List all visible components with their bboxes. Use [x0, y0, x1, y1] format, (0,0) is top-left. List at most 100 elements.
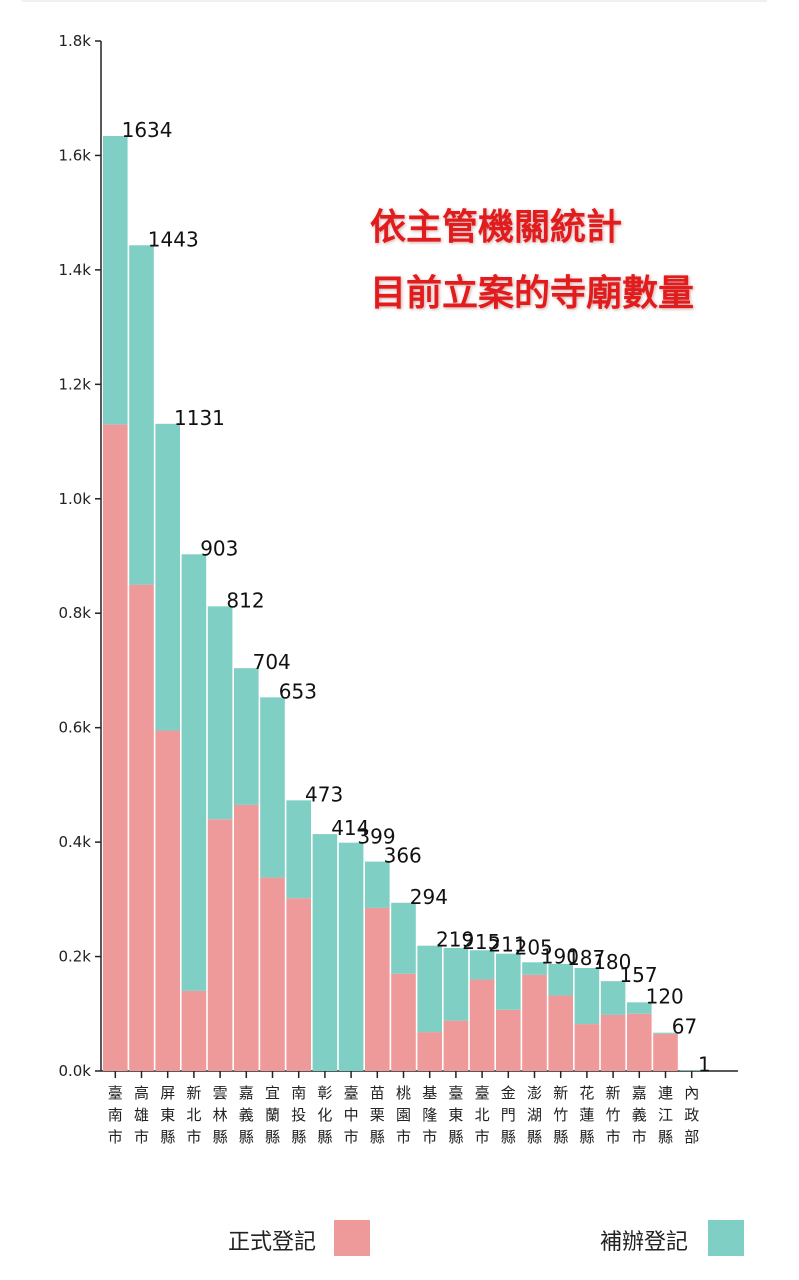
- x-category-label: 屏東縣: [160, 1084, 175, 1146]
- bar-total-label: 294: [410, 885, 448, 909]
- bar-segment-supplementary: [260, 697, 285, 878]
- bar-segment-supplementary: [103, 135, 128, 425]
- bar-segment-supplementary: [155, 423, 180, 731]
- top-divider: [22, 0, 767, 2]
- bar-segment-supplementary: [417, 945, 442, 1033]
- y-tick-label: 1.6k: [58, 146, 91, 164]
- y-tick-label: 1.0k: [58, 490, 91, 508]
- x-category-label: 澎湖縣: [527, 1084, 542, 1146]
- bar-segment-supplementary: [234, 668, 259, 805]
- bar-total-label: 1131: [174, 406, 225, 430]
- bar-segment-supplementary: [338, 842, 364, 1071]
- bar-segment-formal: [181, 990, 207, 1071]
- x-category-label: 基隆市: [422, 1084, 437, 1146]
- y-tick-label: 0.2k: [58, 948, 91, 966]
- x-category-label: 新竹市: [606, 1084, 621, 1146]
- x-category-label: 臺中市: [344, 1084, 359, 1146]
- bar-total-label: 187: [567, 946, 605, 970]
- y-tick-label: 0.8k: [58, 604, 91, 622]
- bar-total-label: 366: [384, 844, 422, 868]
- bar-segment-supplementary: [600, 981, 626, 1015]
- bar-total-label: 215: [462, 930, 500, 954]
- y-tick-label: 1.8k: [58, 32, 91, 50]
- bar-total-label: 704: [253, 650, 291, 674]
- bar-total-label: 473: [305, 782, 343, 806]
- x-category-label: 臺東縣: [448, 1084, 463, 1146]
- bar-segment-formal: [286, 898, 311, 1071]
- bar-segment-formal: [234, 804, 259, 1071]
- y-tick-label: 0.4k: [58, 833, 91, 851]
- x-category-label: 雲林縣: [213, 1084, 228, 1146]
- bar-segment-formal: [155, 730, 180, 1071]
- x-category-label: 彰化縣: [317, 1084, 332, 1146]
- bar-segment-supplementary: [207, 606, 233, 820]
- bar-total-label: 120: [646, 984, 684, 1008]
- bar-total-label: 157: [619, 963, 657, 987]
- bar-segment-formal: [496, 1009, 521, 1071]
- bar-segment-formal: [417, 1032, 442, 1071]
- bar-total-label: 903: [200, 536, 238, 560]
- x-category-label: 苗栗縣: [370, 1084, 385, 1146]
- bar-segment-formal: [522, 974, 547, 1071]
- bar-segment-formal: [443, 1020, 469, 1071]
- bar-segment-supplementary: [469, 950, 495, 980]
- legend-swatch-formal: [334, 1220, 370, 1256]
- bar-segment-supplementary: [129, 245, 154, 585]
- x-category-label: 內政部: [684, 1084, 699, 1146]
- y-tick-label: 1.4k: [58, 261, 91, 279]
- bar-segment-supplementary: [653, 1032, 678, 1034]
- bar-total-label: 812: [226, 588, 264, 612]
- y-tick-label: 0.0k: [58, 1062, 91, 1080]
- x-category-label: 嘉義市: [632, 1084, 647, 1146]
- bar-segment-supplementary: [181, 554, 207, 991]
- bar-segment-supplementary: [522, 962, 547, 975]
- x-category-label: 南投縣: [291, 1084, 306, 1146]
- bar-segment-formal: [365, 907, 390, 1071]
- bar-segment-formal: [600, 1014, 626, 1071]
- bar-total-label: 653: [279, 679, 317, 703]
- bar-segment-supplementary: [391, 902, 416, 974]
- y-tick-label: 0.6k: [58, 719, 91, 737]
- y-tick-label: 1.2k: [58, 375, 91, 393]
- bar-segment-formal: [653, 1033, 678, 1071]
- bar-total-label: 180: [593, 950, 631, 974]
- overlay-title-line1: 依主管機關統計: [370, 207, 623, 248]
- bar-total-label: 414: [331, 816, 369, 840]
- bar-segment-supplementary: [627, 1002, 652, 1014]
- bar-total-label: 1634: [122, 118, 173, 142]
- bar-segment-formal: [469, 979, 495, 1071]
- x-category-label: 金門縣: [501, 1084, 516, 1146]
- bar-segment-formal: [129, 584, 154, 1071]
- x-category-label: 桃園市: [396, 1084, 411, 1146]
- bar-segment-supplementary: [286, 800, 311, 899]
- bar-segment-formal: [548, 995, 573, 1071]
- bar-segment-formal: [574, 1024, 600, 1071]
- x-category-label: 新竹縣: [553, 1084, 568, 1146]
- bar-segment-supplementary: [496, 953, 521, 1010]
- x-category-label: 臺南市: [108, 1084, 123, 1146]
- bar-segment-formal: [391, 973, 416, 1071]
- bar-segment-formal: [627, 1013, 652, 1071]
- x-category-label: 高雄市: [134, 1084, 149, 1146]
- x-category-label: 新北市: [186, 1084, 201, 1146]
- bar-total-label: 1: [698, 1052, 711, 1076]
- bar-total-label: 205: [515, 936, 553, 960]
- bar-segment-supplementary: [312, 834, 338, 1071]
- bar-total-label: 399: [357, 825, 395, 849]
- legend-label-formal: 正式登記: [228, 1230, 317, 1255]
- bar-total-label: 1443: [148, 227, 199, 251]
- legend-label-supplementary: 補辦登記: [600, 1230, 689, 1255]
- bar-segment-supplementary: [443, 947, 469, 1021]
- bar-segment-supplementary: [679, 1070, 704, 1071]
- bar-segment-supplementary: [365, 861, 390, 908]
- bar-total-label: 67: [672, 1015, 697, 1039]
- bar-total-label: 219: [436, 928, 474, 952]
- x-category-label: 宜蘭縣: [265, 1084, 280, 1146]
- x-category-label: 花蓮縣: [579, 1084, 594, 1146]
- bar-segment-formal: [103, 424, 128, 1071]
- legend-swatch-supplementary: [708, 1220, 744, 1256]
- bar-total-label: 211: [488, 932, 526, 956]
- x-category-label: 臺北市: [475, 1084, 490, 1146]
